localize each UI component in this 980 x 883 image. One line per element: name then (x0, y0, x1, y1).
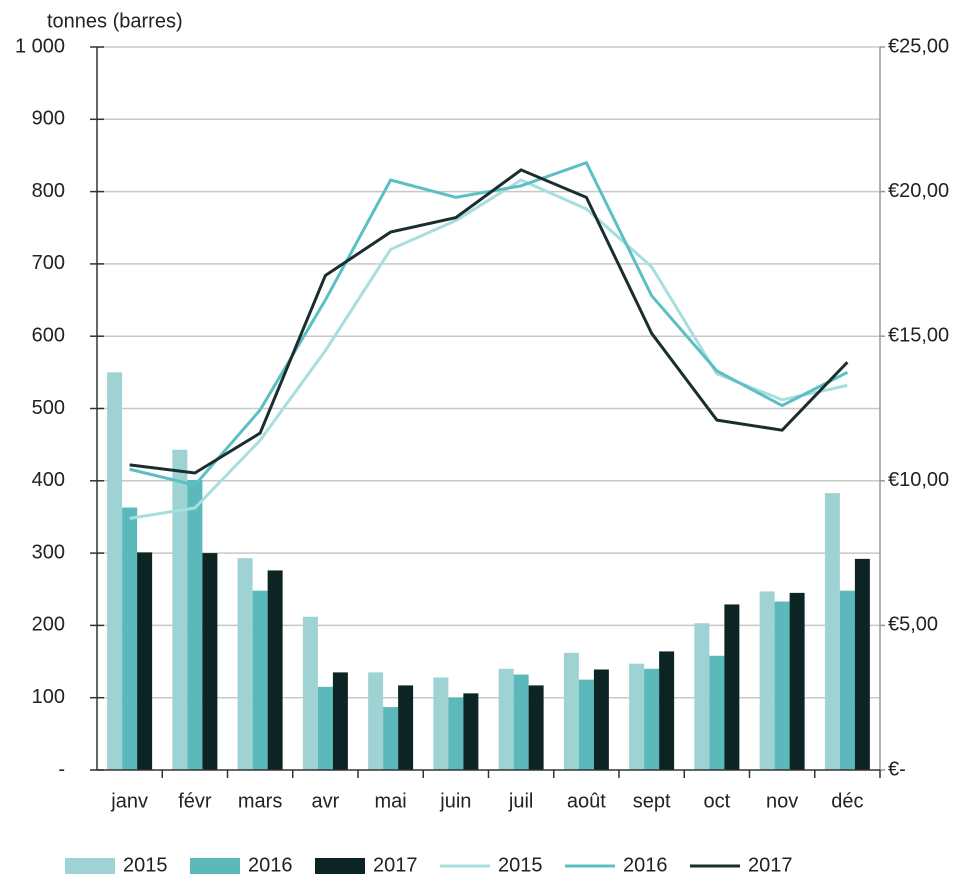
bar (498, 668, 514, 770)
legend-label: 2017 (373, 854, 418, 876)
bar (839, 590, 855, 770)
bar (563, 652, 579, 770)
bar (332, 672, 348, 770)
y2-tick-label: €- (888, 758, 906, 780)
y-tick-label: 200 (32, 614, 65, 636)
x-tick-label: mars (238, 790, 282, 812)
y-tick-label: 800 (32, 180, 65, 202)
bar (694, 623, 710, 770)
line (129, 160, 849, 487)
bar (302, 616, 318, 770)
bar (774, 601, 790, 770)
y-tick-label: 400 (32, 469, 65, 491)
y-tick-label: 1 000 (15, 35, 65, 57)
bar (172, 449, 188, 770)
bar (237, 558, 253, 770)
y-tick-label: - (58, 758, 65, 780)
bar (448, 697, 464, 770)
legend-swatch (315, 858, 365, 874)
x-tick-label: oct (704, 790, 731, 812)
bar (187, 480, 203, 770)
bar (578, 679, 594, 770)
bar (137, 552, 153, 770)
bar (644, 668, 660, 770)
y-tick-label: 500 (32, 397, 65, 419)
bar (528, 685, 544, 770)
bar (513, 674, 529, 770)
x-tick-label: sept (633, 790, 671, 812)
legend-swatch (190, 858, 240, 874)
legend-label: 2016 (248, 854, 293, 876)
bar (252, 590, 268, 770)
y-tick-label: 900 (32, 108, 65, 130)
bar (463, 693, 479, 770)
bar (383, 707, 399, 770)
bar (854, 558, 870, 770)
bar (202, 553, 218, 770)
y2-tick-label: €20,00 (888, 180, 949, 202)
bar (368, 672, 384, 770)
x-tick-label: août (567, 790, 606, 812)
y2-tick-label: €10,00 (888, 469, 949, 491)
bar (789, 592, 805, 770)
legend-swatch (65, 858, 115, 874)
x-tick-label: juil (508, 790, 533, 812)
legend-label: 2017 (748, 854, 793, 876)
x-tick-label: févr (178, 790, 212, 812)
y-tick-label: 100 (32, 686, 65, 708)
bar (433, 677, 449, 770)
bar (122, 507, 138, 770)
legend-label: 2016 (623, 854, 668, 876)
y-axis-label: tonnes (barres) (47, 10, 183, 32)
bar (593, 669, 609, 770)
bar (398, 685, 414, 770)
x-tick-label: avr (311, 790, 339, 812)
y2-tick-label: €5,00 (888, 614, 938, 636)
bar (107, 372, 123, 770)
x-tick-label: déc (831, 790, 863, 812)
y2-tick-label: €15,00 (888, 324, 949, 346)
y-tick-label: 600 (32, 324, 65, 346)
bar (629, 663, 645, 770)
bar (659, 651, 675, 770)
x-tick-label: nov (766, 790, 798, 812)
bar (267, 570, 283, 770)
legend-label: 2015 (498, 854, 543, 876)
x-tick-label: janv (110, 790, 148, 812)
y-tick-label: 700 (32, 252, 65, 274)
x-tick-label: juin (439, 790, 471, 812)
bar (317, 686, 333, 770)
y-tick-label: 300 (32, 541, 65, 563)
x-tick-label: mai (375, 790, 407, 812)
bar (759, 591, 775, 770)
line (129, 178, 848, 520)
legend-label: 2015 (123, 854, 168, 876)
bar (724, 604, 740, 770)
bar (709, 655, 725, 770)
bar (824, 493, 840, 770)
line (129, 168, 849, 475)
y2-tick-label: €25,00 (888, 35, 949, 57)
